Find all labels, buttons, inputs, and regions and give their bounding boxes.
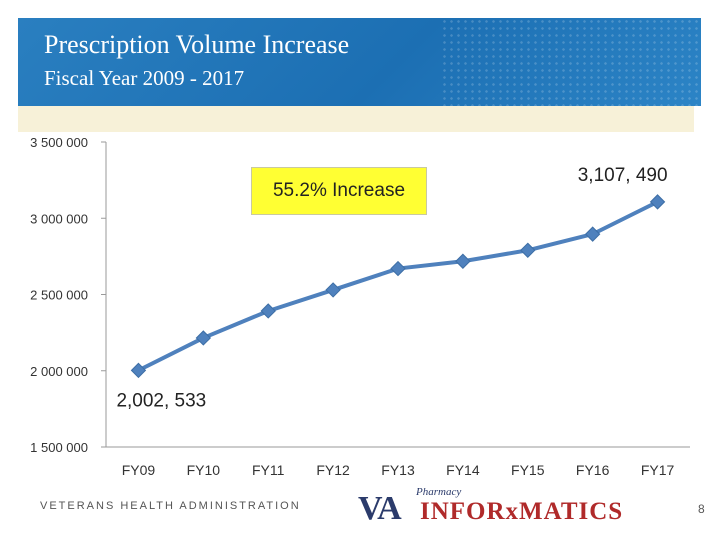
x-tick-label: FY12 [316, 462, 350, 478]
x-tick-label: FY13 [381, 462, 415, 478]
data-point-marker [325, 282, 341, 298]
slide-header: Prescription Volume Increase Fiscal Year… [18, 18, 701, 106]
x-tick-label: FY15 [511, 462, 545, 478]
y-tick-label: 2 500 000 [30, 288, 88, 303]
page-number: 8 [698, 502, 705, 516]
data-point-marker [649, 194, 666, 210]
end-value-label: 3,107, 490 [578, 165, 668, 186]
slide-subtitle: Fiscal Year 2009 - 2017 [44, 66, 245, 90]
y-tick-label: 3 500 000 [30, 135, 88, 150]
logo-informatics: INFORxMATICS [420, 498, 624, 525]
x-tick-label: FY17 [641, 462, 675, 478]
logo-va: VA [358, 490, 402, 527]
x-tick-label: FY14 [446, 462, 480, 478]
pharmacy-informatics-logo: VA Pharmacy INFORxMATICS [358, 486, 630, 527]
logo-pharmacy: Pharmacy [416, 486, 462, 498]
data-point-marker [390, 260, 406, 277]
footer-org-name: VETERANS HEALTH ADMINISTRATION [40, 500, 301, 512]
data-point-marker [584, 226, 601, 242]
series-line [137, 200, 659, 373]
chart-background-panel [18, 106, 694, 132]
data-point-marker [195, 330, 212, 346]
data-point-marker [130, 362, 147, 379]
y-tick-label: 1 500 000 [30, 440, 88, 455]
x-tick-label: FY16 [576, 462, 610, 478]
increase-callout: 55.2% Increase [251, 167, 427, 215]
y-tick-label: 2 000 000 [30, 364, 88, 379]
x-tick-label: FY09 [122, 462, 156, 478]
slide-title: Prescription Volume Increase [44, 30, 350, 59]
start-value-label: 2,002, 533 [116, 390, 206, 411]
y-tick-label: 3 000 000 [30, 211, 88, 226]
x-tick-label: FY11 [252, 462, 285, 478]
data-point-marker [520, 242, 536, 258]
data-point-marker [455, 253, 471, 269]
header-dot-pattern [441, 18, 701, 106]
x-tick-label: FY10 [187, 462, 221, 478]
data-point-marker [260, 303, 276, 319]
